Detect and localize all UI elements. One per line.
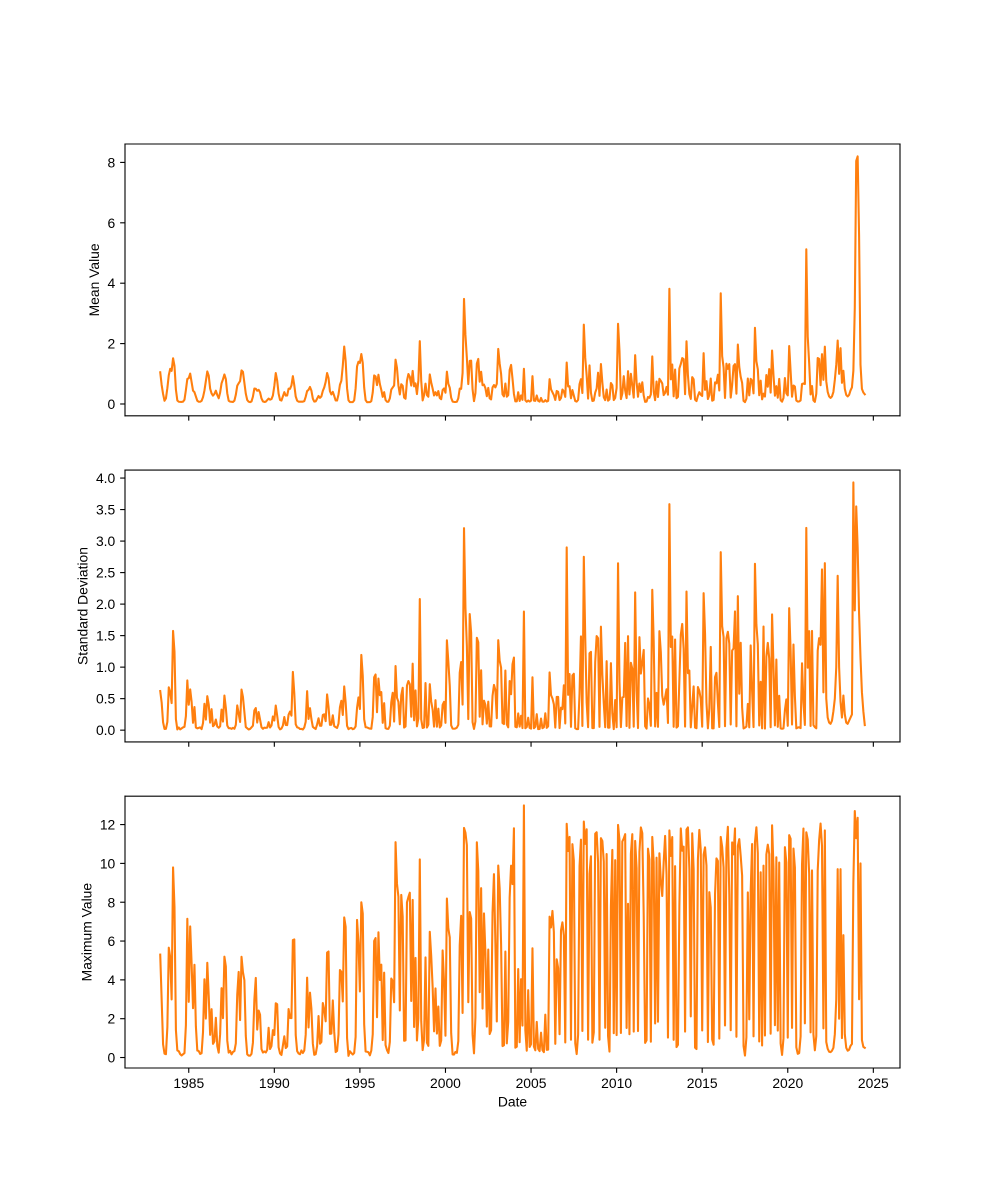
svg-text:4.0: 4.0: [96, 470, 116, 486]
svg-text:3.5: 3.5: [96, 502, 116, 518]
svg-text:2.0: 2.0: [96, 596, 116, 612]
svg-text:Standard Deviation: Standard Deviation: [75, 547, 91, 665]
svg-text:2000: 2000: [430, 1075, 461, 1091]
svg-text:Mean Value: Mean Value: [86, 243, 102, 316]
svg-text:2.5: 2.5: [96, 565, 116, 581]
svg-text:4: 4: [108, 972, 116, 988]
svg-text:0.5: 0.5: [96, 691, 116, 707]
svg-text:Maximum Value: Maximum Value: [78, 883, 94, 982]
svg-text:2025: 2025: [858, 1075, 889, 1091]
svg-text:2020: 2020: [772, 1075, 803, 1091]
svg-text:1.5: 1.5: [96, 628, 116, 644]
svg-text:6: 6: [108, 933, 116, 949]
svg-text:2010: 2010: [601, 1075, 632, 1091]
svg-text:1985: 1985: [173, 1075, 204, 1091]
svg-text:2005: 2005: [516, 1075, 547, 1091]
svg-text:0.0: 0.0: [96, 722, 116, 738]
svg-text:1990: 1990: [259, 1075, 290, 1091]
svg-text:12: 12: [100, 817, 116, 833]
svg-text:10: 10: [100, 855, 116, 871]
svg-text:2: 2: [108, 336, 116, 352]
svg-text:8: 8: [108, 154, 116, 170]
svg-text:1.0: 1.0: [96, 659, 116, 675]
svg-text:6: 6: [108, 215, 116, 231]
svg-text:Date: Date: [498, 1093, 528, 1109]
svg-text:0: 0: [108, 1050, 116, 1066]
svg-text:4: 4: [108, 275, 116, 291]
svg-text:8: 8: [108, 894, 116, 910]
svg-text:3.0: 3.0: [96, 533, 116, 549]
svg-text:2: 2: [108, 1011, 116, 1027]
svg-text:1995: 1995: [344, 1075, 375, 1091]
svg-text:2015: 2015: [687, 1075, 718, 1091]
svg-text:0: 0: [108, 396, 116, 412]
